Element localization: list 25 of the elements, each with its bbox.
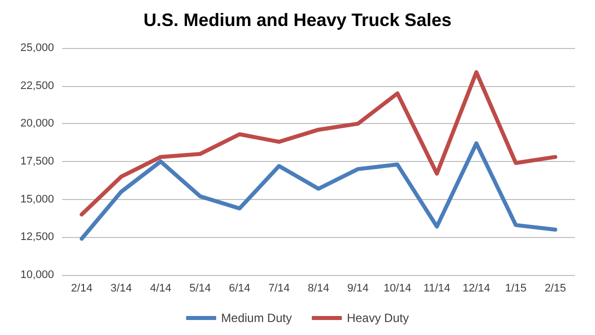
x-tick-label: 12/14 [462, 282, 490, 294]
x-tick-label: 3/14 [110, 282, 132, 294]
x-tick-label: 10/14 [384, 282, 412, 294]
x-tick-label: 2/14 [71, 282, 92, 294]
x-tick-label: 2/15 [544, 282, 566, 294]
y-tick-label: 15,000 [20, 193, 54, 206]
line-series [80, 141, 558, 241]
x-tick-label: 8/14 [308, 282, 330, 294]
legend-label: Medium Duty [221, 311, 292, 325]
x-tick-label: 9/14 [347, 282, 369, 294]
x-tick-label: 11/14 [424, 282, 450, 294]
y-tick-label: 17,500 [20, 156, 54, 168]
legend-label: Heavy Duty [346, 311, 409, 325]
x-tick-label: 4/14 [150, 282, 172, 294]
x-tick-label: 1/15 [505, 282, 527, 294]
y-tick-label: 25,000 [20, 42, 54, 54]
y-tick-label: 10,000 [20, 269, 54, 281]
y-tick-label: 12,500 [20, 231, 54, 244]
x-tick-label: 5/14 [189, 282, 211, 294]
y-tick-label: 22,500 [20, 80, 54, 92]
y-tick-label: 20,000 [20, 118, 54, 130]
x-tick-label: 6/14 [228, 282, 250, 294]
line-series [80, 70, 558, 216]
x-tick-label: 7/14 [268, 282, 290, 294]
chart-title: U.S. Medium and Heavy Truck Sales [143, 10, 452, 30]
